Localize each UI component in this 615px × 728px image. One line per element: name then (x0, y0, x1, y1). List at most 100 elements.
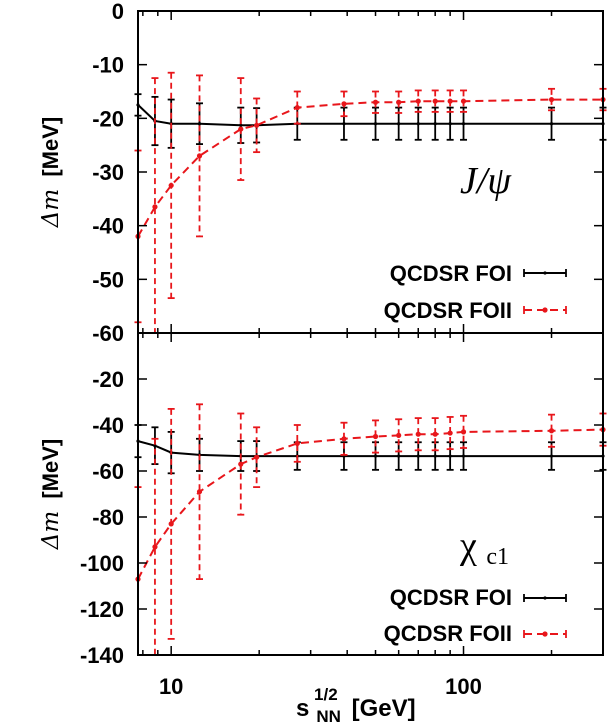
top-foi-point (461, 122, 466, 126)
bottom-foii-point (238, 461, 244, 467)
bottom-ytick-label: -60 (92, 459, 124, 484)
top-foi-legend-marker (543, 271, 547, 275)
bottom-foii-point (432, 431, 438, 437)
top-foi-point (342, 122, 346, 126)
top-foii-point (415, 98, 421, 104)
top-ytick-label: -60 (92, 321, 124, 346)
bottom-foi-point (373, 454, 378, 458)
x-axis-label-unit: [GeV] (352, 695, 416, 722)
top-foii-point (341, 101, 347, 107)
bottom-foi-legend-marker (543, 596, 547, 600)
top-legend: QCDSR FOI QCDSR FOII (384, 261, 567, 323)
bottom-ytick-label: -20 (92, 367, 124, 392)
top-ytick-label: -50 (92, 267, 124, 292)
bottom-ytick-label: -100 (80, 551, 124, 576)
top-foii-series (134, 71, 607, 333)
bottom-foii-point (254, 454, 260, 460)
bottom-foii-point (460, 429, 467, 435)
top-foii-line (137, 98, 603, 237)
bottom-legend-sample-foi (523, 594, 567, 602)
bottom-panel-frame (137, 332, 604, 656)
bottom-foii-point (294, 440, 300, 446)
x-axis-label-sub: NN (316, 707, 341, 726)
top-foi-point (416, 122, 420, 126)
top-ytick-label: -40 (92, 214, 124, 239)
top-foii-point (447, 98, 453, 104)
bottom-legend: QCDSR FOI QCDSR FOII (384, 585, 567, 646)
bottom-foii-point (341, 436, 347, 442)
bottom-foi-point (416, 454, 420, 458)
top-ytick-label: -10 (92, 53, 124, 78)
top-legend-sample-foi (523, 269, 567, 277)
bottom-foii-point (168, 521, 174, 527)
top-foi-point (433, 122, 437, 126)
bottom-foii-line (137, 428, 604, 580)
top-panel-frame (137, 10, 604, 334)
x-axis-label-base: s (296, 695, 309, 722)
tick-labels-layer: 0 -10 -20 -30 -40 -50 -60 -20 -40 -60 -80 -100 -120 -… (80, 0, 482, 699)
bottom-foii-point (372, 433, 379, 440)
top-y-axis-symbol: Δm (38, 189, 64, 228)
bottom-foi-point (153, 444, 157, 448)
top-legend-sample-foii (523, 306, 567, 314)
top-foi-point (397, 122, 401, 126)
top-foii-point (294, 105, 300, 111)
bottom-ytick-label: -140 (80, 643, 124, 668)
top-foii-point (548, 96, 555, 103)
bottom-foi-line (137, 440, 603, 458)
top-foii-legend-marker (542, 307, 548, 313)
top-foii-point (254, 122, 260, 128)
bottom-foii-point (415, 431, 421, 437)
top-foii-point (460, 98, 467, 104)
x-axis-label-sup: 1/2 (314, 685, 338, 704)
bottom-foii-point (152, 544, 158, 550)
bottom-y-axis-symbol: Δm (38, 511, 64, 550)
top-foi-point (448, 122, 452, 126)
bottom-annotation-main: χ (459, 525, 477, 567)
bottom-foi-point (433, 454, 437, 458)
bottom-ytick-label: -80 (92, 505, 124, 530)
bottom-panel-annotation: χ c1 (459, 525, 509, 570)
bottom-ytick-label: -40 (92, 413, 124, 438)
bottom-foii-point (447, 430, 453, 436)
bottom-foii-legend-marker (542, 631, 548, 637)
top-ytick-label: -30 (92, 160, 124, 185)
bottom-foi-point (397, 454, 401, 458)
top-panel-annotation: J/ψ (460, 160, 512, 202)
bottom-foi-series (134, 424, 607, 475)
top-foii-point (238, 126, 244, 132)
x-axis-label: s 1/2 NN [GeV] (296, 679, 416, 728)
top-foii-point (152, 204, 158, 210)
top-ytick-label: -20 (92, 106, 124, 131)
top-foi-point (549, 122, 554, 126)
top-y-axis-unit: [MeV] (38, 117, 63, 177)
bottom-ytick-label: -120 (80, 597, 124, 622)
x-tick-label: 10 (159, 674, 183, 699)
bottom-annotation-sub: c1 (486, 544, 509, 570)
ticks-layer (138, 10, 604, 656)
top-legend-label-foi: QCDSR FOI (390, 261, 512, 286)
top-foi-point (373, 122, 378, 126)
bottom-foi-point (461, 454, 466, 458)
bottom-legend-label-foii: QCDSR FOII (384, 621, 512, 646)
top-foi-line (137, 104, 603, 127)
top-ytick-label: 0 (112, 0, 124, 24)
bottom-foii-point (196, 489, 203, 495)
top-foii-point (432, 98, 438, 104)
bottom-foii-series (134, 403, 607, 656)
top-foii-point (372, 99, 379, 105)
top-foi-point (239, 123, 243, 127)
top-foi-point (197, 122, 202, 126)
top-foii-point (196, 153, 203, 159)
bottom-y-axis-unit: [MeV] (38, 439, 63, 499)
top-foi-series (134, 93, 607, 149)
top-legend-label-foii: QCDSR FOII (384, 298, 512, 323)
bottom-foii-point (396, 432, 402, 438)
top-y-axis-label: Δm [MeV] (38, 117, 64, 228)
bottom-foi-point (549, 454, 554, 458)
bottom-foi-point (448, 454, 452, 458)
top-foii-point (168, 182, 174, 189)
bottom-legend-label-foi: QCDSR FOI (390, 585, 512, 610)
curves-layer (134, 71, 607, 656)
